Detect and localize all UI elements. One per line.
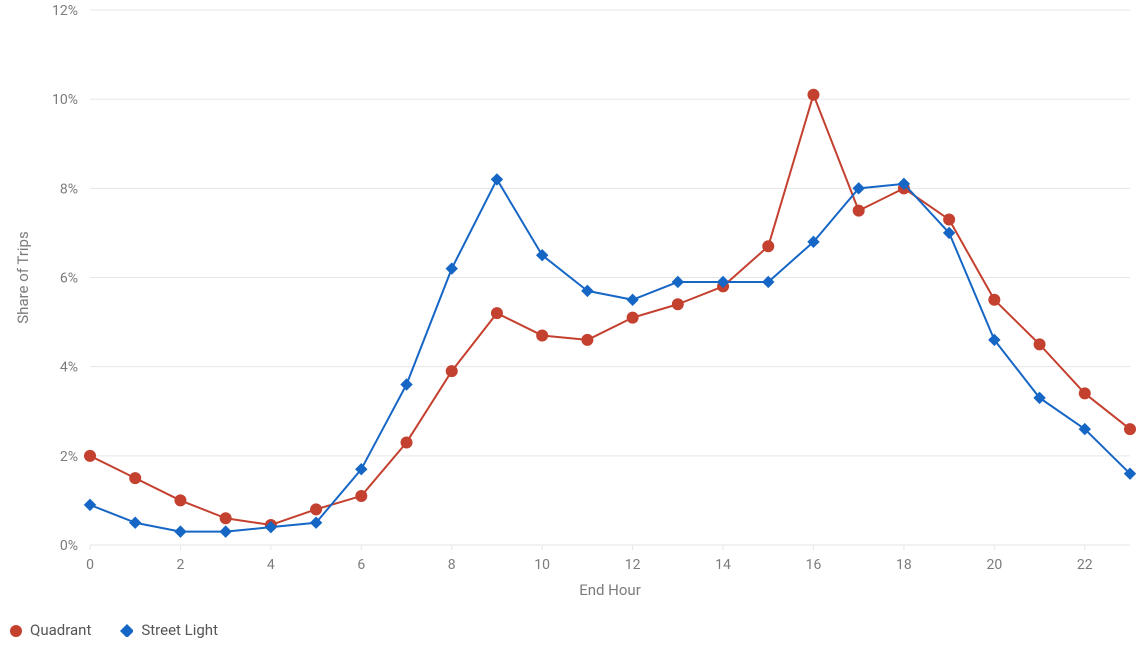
x-axis-label: End Hour <box>579 581 641 599</box>
x-tick-label: 22 <box>1077 557 1093 573</box>
circle-icon <box>8 623 22 637</box>
series-marker <box>446 366 457 377</box>
series-marker <box>1079 388 1090 399</box>
x-tick-label: 2 <box>176 557 184 573</box>
x-tick-label: 8 <box>448 557 456 573</box>
series-marker <box>1034 339 1045 350</box>
series-marker <box>808 89 819 100</box>
series-marker <box>130 473 141 484</box>
y-tick-label: 0% <box>60 538 78 554</box>
y-tick-label: 2% <box>60 449 78 465</box>
diamond-icon <box>119 623 133 637</box>
chart-container: 0% 2% 4% 6% 8% 10% 12% 0 2 4 6 8 10 12 14 16 18 20 22 End H… <box>0 0 1146 645</box>
series-marker <box>1125 424 1136 435</box>
x-tick-label: 18 <box>896 557 912 573</box>
legend-item: Quadrant <box>8 621 91 639</box>
series-marker <box>537 330 548 341</box>
series-marker <box>311 504 322 515</box>
series-marker <box>356 490 367 501</box>
x-tick-label: 0 <box>86 557 94 573</box>
series-marker <box>763 241 774 252</box>
line-chart: 0% 2% 4% 6% 8% 10% 12% 0 2 4 6 8 10 12 14 16 18 20 22 End H… <box>0 0 1146 645</box>
x-tick-label: 10 <box>534 557 550 573</box>
y-tick-label: 12% <box>52 3 78 19</box>
series-marker <box>401 437 412 448</box>
series-marker <box>582 334 593 345</box>
series-marker <box>944 214 955 225</box>
series-marker <box>491 308 502 319</box>
y-axis-label: Share of Trips <box>14 231 32 323</box>
series-marker <box>627 312 638 323</box>
series-marker <box>175 495 186 506</box>
legend: Quadrant Street Light <box>8 621 218 639</box>
x-tick-label: 20 <box>986 557 1002 573</box>
y-tick-label: 8% <box>60 181 78 197</box>
series-marker <box>672 299 683 310</box>
legend-label: Quadrant <box>30 621 91 639</box>
legend-item: Street Light <box>119 621 218 639</box>
x-tick-label: 16 <box>806 557 822 573</box>
series-marker <box>989 294 1000 305</box>
x-tick-label: 6 <box>357 557 365 573</box>
y-tick-label: 6% <box>60 271 78 287</box>
y-tick-label: 4% <box>60 360 78 376</box>
x-tick-label: 12 <box>625 557 641 573</box>
series-marker <box>853 205 864 216</box>
x-tick-label: 4 <box>267 557 275 573</box>
y-tick-label: 10% <box>52 92 78 108</box>
legend-label: Street Light <box>141 621 218 639</box>
series-marker <box>220 513 231 524</box>
x-tick-label: 14 <box>715 557 731 573</box>
series-marker <box>85 450 96 461</box>
